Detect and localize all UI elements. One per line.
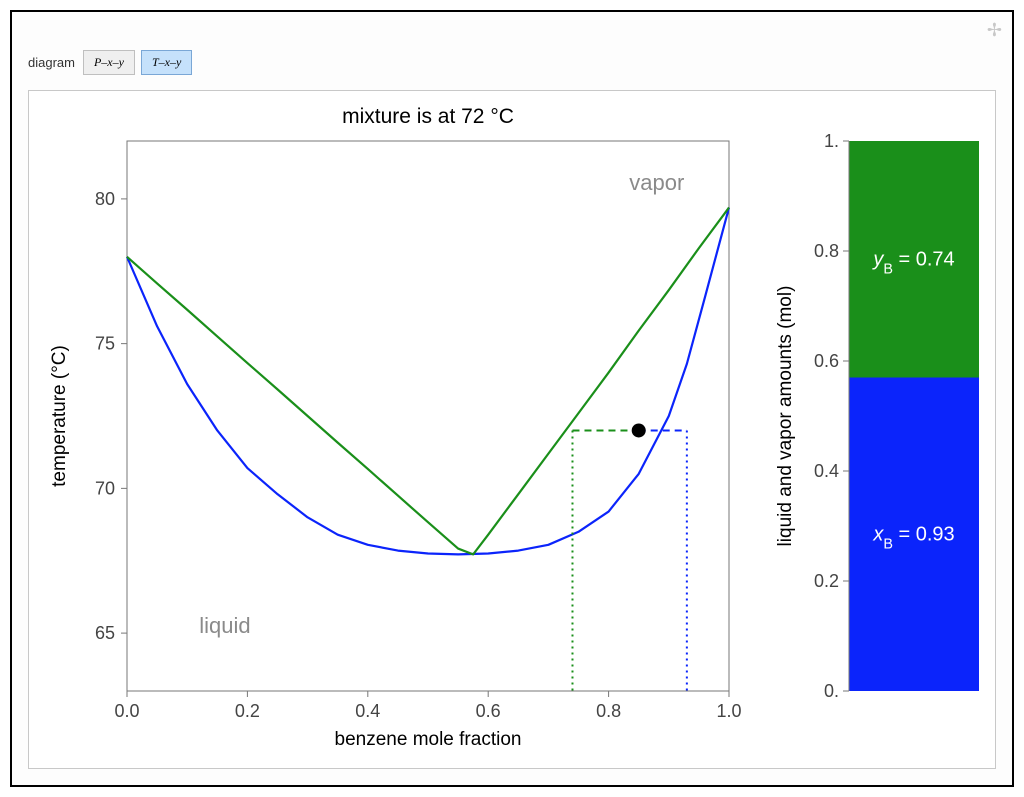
app-frame: ✢ diagram P–x–y T–x–y mixture is at 72 °… <box>10 10 1014 787</box>
svg-text:liquid and vapor amounts (mol): liquid and vapor amounts (mol) <box>775 286 796 547</box>
svg-text:70: 70 <box>95 478 115 498</box>
svg-text:benzene mole fraction: benzene mole fraction <box>335 729 522 750</box>
svg-text:1.0: 1.0 <box>716 701 741 721</box>
svg-text:temperature (°C): temperature (°C) <box>49 345 70 487</box>
phase-diagram-svg: mixture is at 72 °C 0.0 0.2 0.4 0.6 0.8 1.0 65 7… <box>29 91 997 756</box>
svg-text:0.: 0. <box>824 681 839 701</box>
svg-text:0.2: 0.2 <box>814 571 839 591</box>
svg-text:0.4: 0.4 <box>355 701 380 721</box>
tab-txy[interactable]: T–x–y <box>141 50 192 75</box>
diagram-tabs: diagram P–x–y T–x–y <box>28 50 192 75</box>
svg-text:vapor: vapor <box>629 170 684 195</box>
svg-text:75: 75 <box>95 334 115 354</box>
chart-panel: mixture is at 72 °C 0.0 0.2 0.4 0.6 0.8 1.0 65 7… <box>28 90 996 769</box>
svg-text:0.0: 0.0 <box>114 701 139 721</box>
svg-text:80: 80 <box>95 189 115 209</box>
tab-pxy[interactable]: P–x–y <box>83 50 135 75</box>
svg-text:0.8: 0.8 <box>596 701 621 721</box>
gear-icon[interactable]: ✢ <box>987 20 1002 41</box>
svg-text:0.6: 0.6 <box>476 701 501 721</box>
svg-text:1.: 1. <box>824 131 839 151</box>
svg-text:0.8: 0.8 <box>814 241 839 261</box>
tabs-label: diagram <box>28 55 75 70</box>
svg-text:liquid: liquid <box>199 613 250 638</box>
svg-text:mixture is at 72 °C: mixture is at 72 °C <box>342 105 514 128</box>
svg-text:0.4: 0.4 <box>814 461 839 481</box>
svg-text:0.2: 0.2 <box>235 701 260 721</box>
svg-text:65: 65 <box>95 623 115 643</box>
svg-text:0.6: 0.6 <box>814 351 839 371</box>
